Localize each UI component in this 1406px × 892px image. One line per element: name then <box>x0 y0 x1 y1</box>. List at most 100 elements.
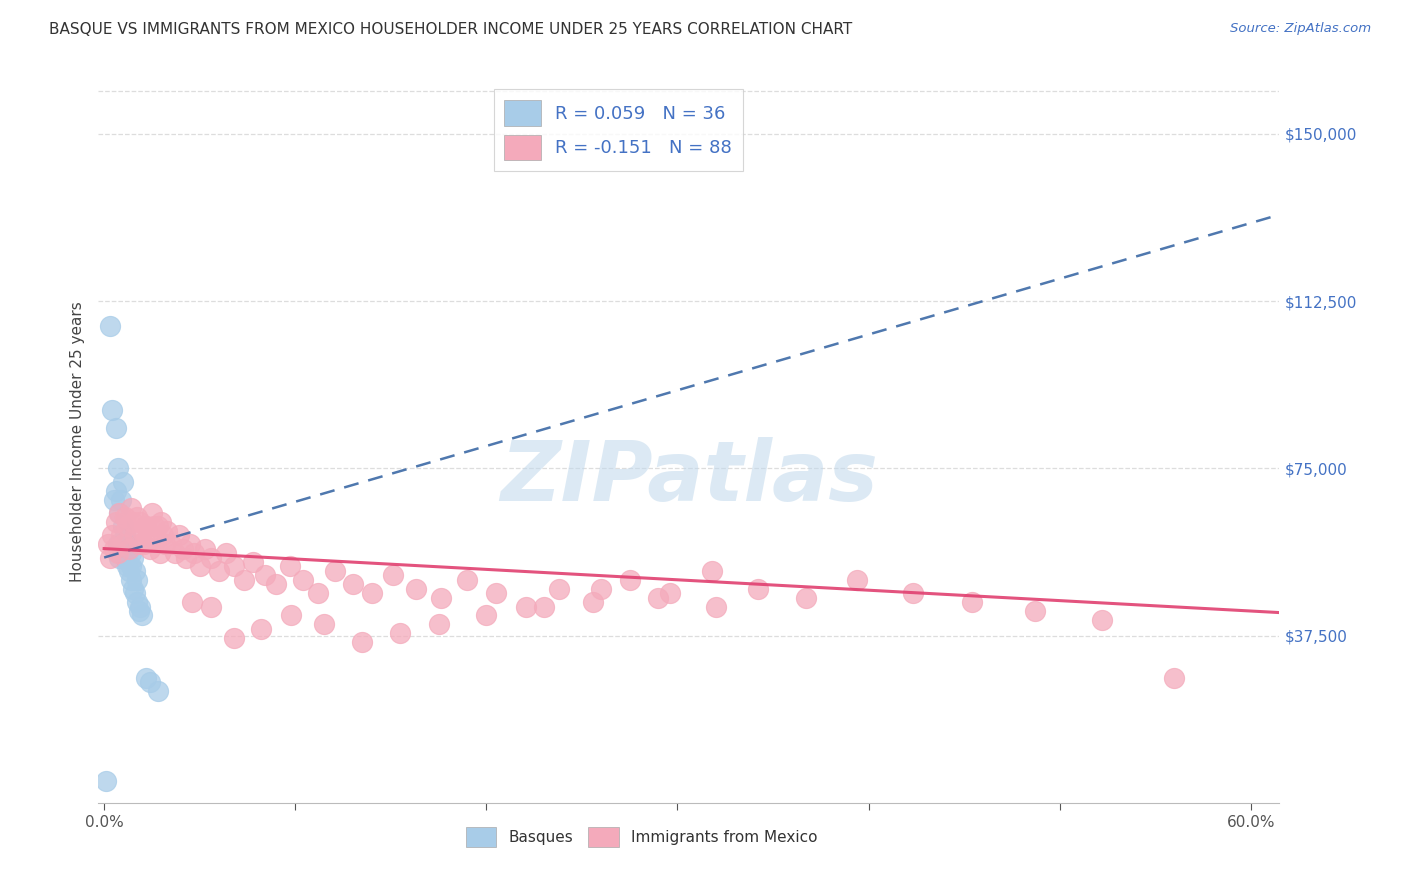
Point <box>135 671 157 685</box>
Point <box>360 586 382 600</box>
Point <box>200 550 222 565</box>
Point <box>429 591 451 605</box>
Point <box>846 573 869 587</box>
Point <box>163 546 186 560</box>
Point <box>291 573 314 587</box>
Point <box>134 537 156 551</box>
Point <box>104 483 127 498</box>
Point <box>160 537 183 551</box>
Point <box>280 608 302 623</box>
Point <box>120 501 142 516</box>
Point <box>188 559 211 574</box>
Point <box>278 559 301 574</box>
Point <box>125 510 148 524</box>
Point <box>427 617 450 632</box>
Point <box>389 626 412 640</box>
Point <box>172 541 194 556</box>
Point <box>94 773 117 788</box>
Point <box>456 573 478 587</box>
Point <box>658 586 681 600</box>
Point <box>146 684 169 698</box>
Point <box>960 595 983 609</box>
Point <box>101 403 124 417</box>
Point <box>307 586 329 600</box>
Point <box>108 506 131 520</box>
Point <box>794 591 817 605</box>
Point <box>647 591 669 605</box>
Point <box>112 519 135 533</box>
Point <box>135 519 157 533</box>
Point <box>103 492 125 507</box>
Point <box>405 582 427 596</box>
Point <box>110 492 132 507</box>
Point <box>589 582 612 596</box>
Point <box>533 599 555 614</box>
Point <box>108 550 131 565</box>
Point <box>128 537 150 551</box>
Point <box>136 528 159 542</box>
Point <box>167 528 190 542</box>
Point <box>114 550 136 565</box>
Point <box>125 573 148 587</box>
Point <box>156 524 179 538</box>
Point <box>253 568 276 582</box>
Point <box>129 515 152 529</box>
Point <box>129 599 152 614</box>
Point <box>242 555 264 569</box>
Point <box>179 537 201 551</box>
Point <box>181 595 204 609</box>
Point <box>118 564 141 578</box>
Text: Source: ZipAtlas.com: Source: ZipAtlas.com <box>1230 22 1371 36</box>
Point <box>145 533 167 547</box>
Point <box>141 506 163 520</box>
Point <box>232 573 254 587</box>
Point <box>152 528 174 542</box>
Point <box>110 528 132 542</box>
Point <box>115 537 138 551</box>
Point <box>142 519 165 533</box>
Point <box>312 617 335 632</box>
Point <box>104 421 127 435</box>
Legend: Basques, Immigrants from Mexico: Basques, Immigrants from Mexico <box>460 822 824 853</box>
Point <box>1163 671 1185 685</box>
Point <box>224 631 246 645</box>
Point <box>704 599 727 614</box>
Point <box>619 573 641 587</box>
Point <box>139 541 162 556</box>
Point <box>115 519 138 533</box>
Text: BASQUE VS IMMIGRANTS FROM MEXICO HOUSEHOLDER INCOME UNDER 25 YEARS CORRELATION C: BASQUE VS IMMIGRANTS FROM MEXICO HOUSEHO… <box>49 22 852 37</box>
Point <box>104 515 127 529</box>
Y-axis label: Householder Income Under 25 years: Householder Income Under 25 years <box>70 301 86 582</box>
Point <box>183 546 205 560</box>
Point <box>139 675 162 690</box>
Point <box>250 622 273 636</box>
Point <box>381 568 404 582</box>
Point <box>120 573 142 587</box>
Point <box>124 528 146 542</box>
Point <box>107 461 129 475</box>
Point <box>155 537 177 551</box>
Point <box>114 510 136 524</box>
Point <box>352 635 374 649</box>
Point <box>548 582 571 596</box>
Point <box>901 586 924 600</box>
Point <box>200 599 222 614</box>
Point <box>98 550 121 565</box>
Point <box>118 541 141 556</box>
Point <box>121 515 143 529</box>
Point <box>700 564 723 578</box>
Point <box>108 506 131 520</box>
Point <box>118 541 141 556</box>
Point <box>1091 613 1114 627</box>
Point <box>124 586 146 600</box>
Text: ZIPatlas: ZIPatlas <box>501 437 877 518</box>
Point <box>342 577 364 591</box>
Point <box>150 515 173 529</box>
Point <box>1024 604 1046 618</box>
Point <box>97 537 120 551</box>
Point <box>128 604 150 618</box>
Point <box>124 564 146 578</box>
Point <box>107 546 129 560</box>
Point <box>121 550 143 565</box>
Point <box>475 608 498 623</box>
